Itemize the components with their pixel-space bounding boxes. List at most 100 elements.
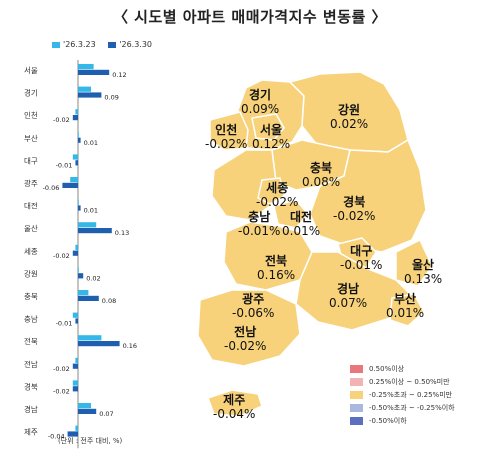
category-label: 강원 xyxy=(24,268,38,278)
data-label: -0.02 xyxy=(53,365,70,373)
map-legend-swatch xyxy=(350,390,363,399)
bar-curr-week xyxy=(72,363,78,369)
bar-curr-week xyxy=(78,273,84,279)
data-label: -0.06 xyxy=(43,184,60,192)
map-legend-swatch xyxy=(350,364,363,373)
map-legend-item: -0.50%초과 ~ -0.25%이하 xyxy=(350,401,455,414)
legend-label-prev: '26.3.23 xyxy=(63,40,96,49)
category-label: 부산 xyxy=(24,133,38,143)
page-title: 〈 시도별 아파트 매매가격지수 변동률 〉 xyxy=(112,8,388,26)
label-ulsan: 울산 0.13% xyxy=(404,258,443,286)
category-label: 인천 xyxy=(24,110,38,120)
region-incheon xyxy=(209,111,249,151)
label-jeonbuk: 전북 0.16% xyxy=(257,254,296,282)
map-legend-label: -0.50%초과 ~ -0.25%이하 xyxy=(369,403,455,412)
unit-note: (단위 : 전주 대비, %) xyxy=(58,437,123,445)
region-jeonnam xyxy=(197,289,301,367)
data-label: 0.08 xyxy=(102,297,116,305)
bar-prev-week xyxy=(78,403,91,409)
map-legend-label: -0.50%이하 xyxy=(369,416,407,425)
bar-curr-week xyxy=(78,69,110,75)
label-gyeonggi: 경기 0.09% xyxy=(241,88,280,116)
label-daejeon: 대전 0.01% xyxy=(282,210,321,238)
map-legend-item: -0.25%초과 ~ 0.25%미만 xyxy=(350,388,455,401)
region-busan xyxy=(389,293,425,327)
label-jeonnam: 전남 -0.02% xyxy=(224,325,267,353)
bar-curr-week xyxy=(67,431,78,437)
map-legend-swatch xyxy=(350,416,363,425)
label-busan: 부산 0.01% xyxy=(386,292,425,320)
bar-prev-week xyxy=(78,64,94,70)
map-legend-label: 0.50%이상 xyxy=(369,364,405,373)
bar-curr-week xyxy=(75,160,78,166)
label-sejong: 세종 -0.02% xyxy=(256,181,299,209)
region-gyeongbuk xyxy=(309,139,427,253)
category-label: 세종 xyxy=(24,247,38,256)
region-chungnam xyxy=(211,149,277,221)
bar-curr-week xyxy=(72,115,78,121)
label-gangwon: 강원 0.02% xyxy=(330,103,369,131)
label-incheon: 인천 -0.02% xyxy=(205,123,248,151)
data-label: -0.04 xyxy=(48,433,65,441)
bar-prev-week xyxy=(72,312,78,318)
bar-curr-week xyxy=(75,318,78,324)
map-legend: 0.50%이상 0.25%이상 ~ 0.50%미만 -0.25%초과 ~ 0.2… xyxy=(350,362,455,427)
category-label: 경기 xyxy=(24,88,38,98)
label-gwangju: 광주 -0.06% xyxy=(232,292,275,320)
category-label: 대구 xyxy=(24,156,38,165)
category-label: 충남 xyxy=(24,315,38,324)
region-jeju xyxy=(207,389,263,417)
data-label: -0.02 xyxy=(53,387,70,395)
category-label: 충북 xyxy=(24,292,38,301)
data-label: -0.02 xyxy=(53,252,70,260)
bar-prev-week xyxy=(78,222,97,228)
bar-curr-week xyxy=(62,182,78,188)
bar-chart: 서울 0.12 경기 0.09 인천 -0.02 부산 0.01 대구 -0.01 광주 -0.06 대… xyxy=(24,60,137,449)
category-label: 제주 xyxy=(24,428,38,437)
data-label: -0.01 xyxy=(56,161,73,169)
region-ulsan xyxy=(395,239,433,287)
label-seoul: 서울 0.12% xyxy=(252,123,291,151)
data-label: -0.02 xyxy=(53,116,70,124)
bar-curr-week xyxy=(78,137,81,143)
bar-prev-week xyxy=(78,290,89,296)
bar-curr-week xyxy=(78,92,102,98)
bar-prev-week xyxy=(78,199,79,205)
bar-curr-week xyxy=(72,250,78,256)
map-legend-swatch xyxy=(350,403,363,412)
region-shapes xyxy=(197,71,433,417)
bar-curr-week xyxy=(72,386,78,392)
bar-prev-week xyxy=(78,267,79,273)
legend-swatch-prev xyxy=(52,41,60,48)
data-label: 0.01 xyxy=(84,207,98,215)
bar-curr-week xyxy=(78,228,112,234)
category-label: 전남 xyxy=(24,359,38,369)
bar-prev-week xyxy=(78,131,79,137)
bar-curr-week xyxy=(78,205,81,211)
bar-prev-week xyxy=(72,154,78,160)
data-label: 0.12 xyxy=(112,71,126,79)
legend-swatch-curr xyxy=(108,41,117,48)
map-legend-item: 0.50%이상 xyxy=(350,362,455,375)
bar-prev-week xyxy=(78,86,91,92)
bar-prev-week xyxy=(75,357,78,363)
category-label: 경북 xyxy=(24,381,38,391)
legend-item-prev: '26.3.23 xyxy=(52,40,96,49)
bar-prev-week xyxy=(75,244,78,250)
bar-curr-week xyxy=(78,341,120,347)
map-legend-label: -0.25%초과 ~ 0.25%미만 xyxy=(369,390,453,399)
bar-prev-week xyxy=(70,177,78,183)
category-label: 대전 xyxy=(24,201,38,211)
data-label: 0.09 xyxy=(104,94,118,102)
region-daejeon xyxy=(273,199,309,229)
map-legend-label: 0.25%이상 ~ 0.50%미만 xyxy=(369,377,450,386)
bar-prev-week xyxy=(72,380,78,386)
label-chungbuk: 충북 0.08% xyxy=(302,161,341,189)
category-label: 광주 xyxy=(24,178,38,188)
category-label: 울산 xyxy=(24,223,38,233)
label-daegu: 대구 -0.01% xyxy=(340,244,383,272)
data-label: -0.01 xyxy=(56,320,73,328)
map-legend-item: -0.50%이하 xyxy=(350,414,455,427)
data-label: 0.16 xyxy=(123,342,137,350)
